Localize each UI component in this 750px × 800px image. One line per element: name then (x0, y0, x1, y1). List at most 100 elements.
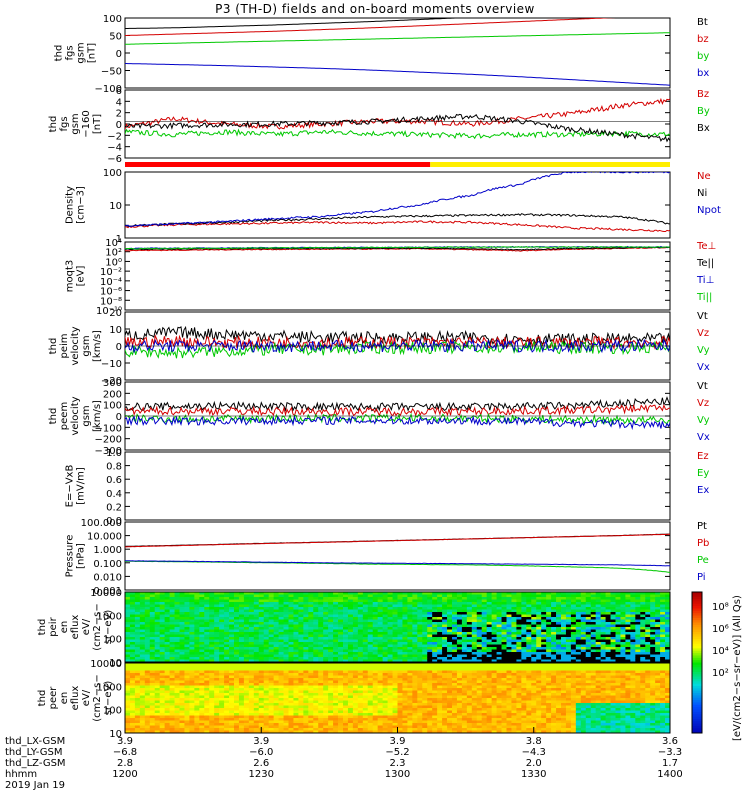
spectrogram-cell (154, 715, 161, 719)
spectrogram-cell (298, 663, 304, 666)
spectrogram-cell (238, 728, 245, 731)
spectrogram-cell (248, 609, 255, 613)
spectrogram-cell (343, 607, 349, 610)
spectrogram-cell (293, 720, 299, 724)
spectrogram-cell (169, 713, 175, 716)
spectrogram-cell (600, 659, 606, 663)
spectrogram-cell (248, 705, 255, 709)
spectrogram-cell (298, 720, 304, 724)
spectrogram-cell (219, 693, 225, 696)
spectrogram-cell (278, 723, 284, 726)
spectrogram-cell (447, 632, 453, 635)
spectrogram-cell (372, 710, 379, 714)
spectrogram-cell (323, 632, 329, 635)
spectrogram-cell (362, 720, 369, 724)
spectrogram-cell (263, 665, 270, 669)
spectrogram-cell (357, 604, 364, 608)
spectrogram-cell (422, 652, 428, 655)
spectrogram-cell (397, 639, 403, 643)
spectrogram-cell (407, 700, 413, 704)
spectrogram-cell (243, 675, 250, 679)
spectrogram-cell (238, 647, 245, 650)
spectrogram-cell (496, 639, 502, 643)
spectrogram-cell (531, 634, 537, 638)
y-tick-label: 0.010 (93, 572, 122, 583)
spectrogram-cell (189, 708, 195, 711)
spectrogram-cell (258, 647, 265, 650)
spectrogram-cell (169, 637, 175, 640)
spectrogram-cell (144, 609, 151, 613)
spectrogram-cell (283, 627, 289, 630)
spectrogram-cell (209, 708, 215, 711)
spectrogram-cell (224, 698, 230, 701)
spectrogram-cell (377, 649, 384, 653)
spectrogram-cell (333, 710, 339, 714)
spectrogram-cell (338, 624, 344, 628)
spectrogram-cell (347, 612, 354, 615)
spectrogram-cell (318, 720, 324, 724)
spectrogram-cell (134, 690, 141, 694)
spectrogram-cell (367, 624, 374, 628)
spectrogram-cell (283, 700, 289, 704)
spectrogram-cell (189, 617, 195, 620)
spectrogram-cell (407, 710, 413, 714)
spectrogram-cell (357, 642, 364, 645)
spectrogram-cell (551, 614, 557, 618)
spectrogram-cell (333, 594, 339, 598)
spectrogram-cell (189, 728, 195, 731)
spectrogram-cell (125, 647, 131, 650)
spectrogram-cell (610, 649, 616, 653)
spectrogram-cell (367, 663, 374, 666)
spectrogram-cell (506, 632, 512, 635)
spectrogram-cell (437, 647, 443, 650)
spectrogram-cell (243, 612, 250, 615)
spectrogram-cell (402, 652, 408, 655)
spectrogram-cell (491, 594, 497, 598)
spectrogram-cell (585, 617, 592, 620)
spectrogram-cell (174, 612, 180, 615)
spectrogram-cell (645, 614, 651, 618)
spectrogram-cell (452, 609, 458, 613)
spectrogram-cell (437, 624, 443, 628)
spectrogram-cell (397, 665, 403, 669)
spectrogram-cell (288, 723, 294, 726)
spectrogram-cell (199, 609, 205, 613)
spectrogram-cell (585, 622, 592, 625)
spectrogram-cell (144, 700, 151, 704)
spectrogram-cell (665, 617, 671, 620)
spectrogram-cell (442, 617, 448, 620)
spectrogram-cell (318, 700, 324, 704)
spectrogram-cell (333, 609, 339, 613)
spectrogram-cell (214, 693, 220, 696)
spectrogram-cell (199, 619, 205, 623)
spectrogram-cell (377, 592, 384, 595)
spectrogram-cell (308, 622, 314, 625)
spectrogram-cell (253, 649, 260, 653)
spectrogram-cell (234, 617, 240, 620)
spectrogram-cell (511, 624, 517, 628)
spectrogram-cell (204, 629, 210, 633)
spectrogram-cell (575, 599, 582, 603)
spectrogram-cell (184, 624, 190, 628)
spectrogram-cell (417, 612, 423, 615)
spectrogram-cell (461, 637, 468, 640)
spectrogram-cell (466, 604, 473, 608)
spectrogram-cell (288, 670, 294, 674)
spectrogram-cell (189, 632, 195, 635)
spectrogram-cell (283, 688, 289, 691)
spectrogram-cell (437, 627, 443, 630)
spectrogram-cell (422, 632, 428, 635)
spectrogram-cell (357, 614, 364, 618)
spectrogram-cell (561, 639, 567, 643)
spectrogram-cell (466, 602, 473, 605)
spectrogram-cell (154, 609, 161, 613)
spectrogram-cell (303, 695, 309, 699)
spectrogram-cell (357, 683, 364, 686)
spectrogram-cell (561, 594, 567, 598)
spectrogram-cell (159, 622, 166, 625)
spectrogram-cell (531, 632, 537, 635)
spectrogram-cell (357, 678, 364, 681)
spectrogram-cell (318, 668, 324, 671)
spectrogram-cell (273, 680, 279, 684)
y-tick-label: 0.6 (106, 475, 122, 486)
